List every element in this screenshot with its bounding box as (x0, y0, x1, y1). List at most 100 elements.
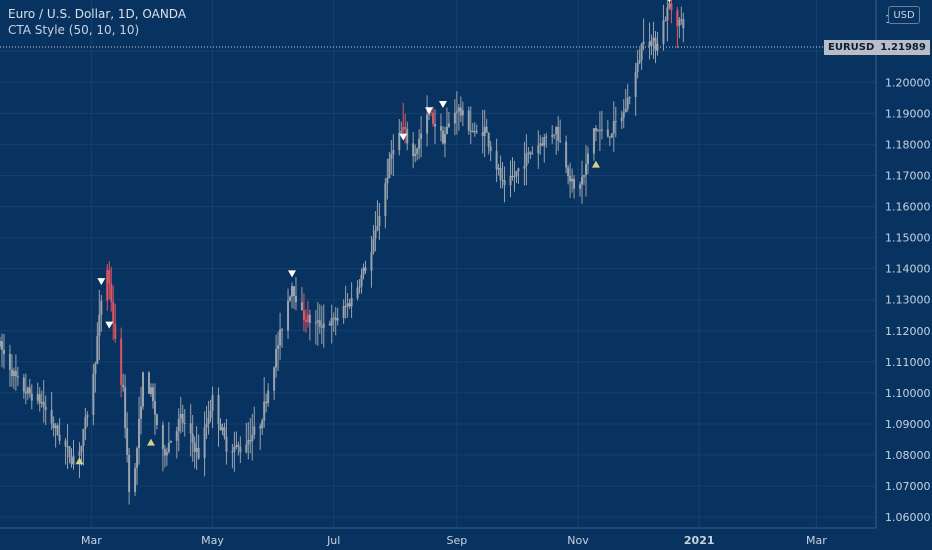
candle-body (14, 370, 17, 377)
candle-body (161, 424, 164, 450)
candle-body (362, 267, 365, 275)
candle-body (682, 19, 685, 29)
buy-signal-marker (591, 160, 600, 168)
candle-body (136, 448, 139, 468)
sell-signal-marker (668, 0, 671, 3)
price-tick-label: 1.12000 (885, 325, 931, 338)
candle-body (614, 121, 617, 123)
candle-body (441, 130, 444, 144)
candle-body (541, 143, 544, 146)
candle-body (40, 401, 43, 404)
chart-grid (0, 0, 876, 528)
candle-body (291, 286, 293, 297)
candle-body (648, 41, 651, 47)
candle-body (56, 425, 59, 435)
indicator-label[interactable]: CTA Style (50, 10, 10) (8, 23, 140, 37)
candle-body (140, 406, 143, 419)
candle-body (120, 338, 123, 386)
candle-body (302, 310, 305, 321)
candle-body (358, 286, 361, 288)
candle-body (360, 274, 363, 287)
time-axis[interactable] (0, 528, 876, 550)
candle-body (28, 387, 31, 394)
candle-body (483, 126, 486, 137)
price-tick-label: 1.16000 (885, 201, 931, 214)
candle-body (447, 123, 450, 127)
candle-body (559, 140, 562, 142)
candle-body (565, 141, 568, 168)
candle-body (50, 409, 53, 424)
candle-body (165, 451, 168, 456)
candle-body (539, 143, 542, 146)
candle-body (527, 152, 530, 154)
candle-body (668, 3, 671, 8)
candle-body (608, 136, 611, 138)
candle-body (330, 317, 333, 326)
candle-body (153, 401, 156, 415)
candle-body (634, 71, 637, 97)
candle-body (555, 126, 558, 135)
candles (0, 0, 685, 505)
candle-body (457, 107, 460, 112)
candle-body (473, 131, 476, 133)
candle-body (346, 303, 349, 307)
candle-body (261, 420, 264, 429)
candle-body (86, 414, 89, 418)
currency-button[interactable]: USD (888, 6, 920, 24)
candle-body (638, 60, 641, 63)
candle-body (122, 385, 125, 388)
candle-body (434, 123, 437, 127)
candle-body (36, 394, 39, 401)
candle-body (231, 451, 234, 453)
candle-body (332, 317, 335, 319)
candle-body (10, 369, 13, 377)
candle-body (390, 154, 393, 159)
candle-body (112, 301, 115, 324)
candle-body (203, 427, 206, 459)
candle-body (12, 370, 15, 377)
candle-body (265, 401, 268, 404)
candle-body (175, 431, 178, 441)
candle-body (471, 130, 474, 133)
candle-body (418, 138, 421, 149)
candle-body (189, 423, 192, 434)
candle-body (678, 19, 681, 26)
candle-body (592, 128, 595, 154)
candle-body (350, 298, 353, 307)
candle-body (612, 121, 615, 134)
time-tick-label: Sep (447, 534, 468, 547)
candle-body (94, 363, 97, 375)
price-axis[interactable] (876, 0, 932, 550)
candle-body (70, 457, 73, 465)
candle-body (455, 111, 458, 113)
candle-body (114, 323, 117, 339)
candle-body (670, 3, 673, 11)
candle-body (110, 283, 113, 302)
candle-body (406, 129, 409, 144)
candle-body (8, 353, 11, 370)
last-price-tag: EURUSD 1.21989 (824, 40, 930, 55)
candle-body (279, 329, 282, 346)
candle-body (583, 175, 585, 177)
candle-body (44, 406, 47, 410)
candle-body (529, 152, 532, 155)
candle-body (481, 132, 484, 137)
candle-body (475, 131, 478, 133)
price-tick-label: 1.17000 (885, 169, 931, 182)
candle-body (82, 429, 85, 446)
candle-body (569, 176, 572, 182)
price-tick-label: 1.15000 (885, 232, 931, 245)
candle-body (0, 341, 3, 350)
candle-body (579, 184, 582, 189)
candle-body (584, 164, 587, 176)
candle-body (432, 112, 435, 124)
buy-signal-marker (75, 457, 84, 465)
candle-body (628, 96, 631, 98)
candle-body (320, 326, 323, 328)
candle-body (221, 427, 224, 431)
candle-body (439, 126, 442, 131)
candle-body (277, 345, 280, 350)
candle-body (92, 374, 95, 415)
